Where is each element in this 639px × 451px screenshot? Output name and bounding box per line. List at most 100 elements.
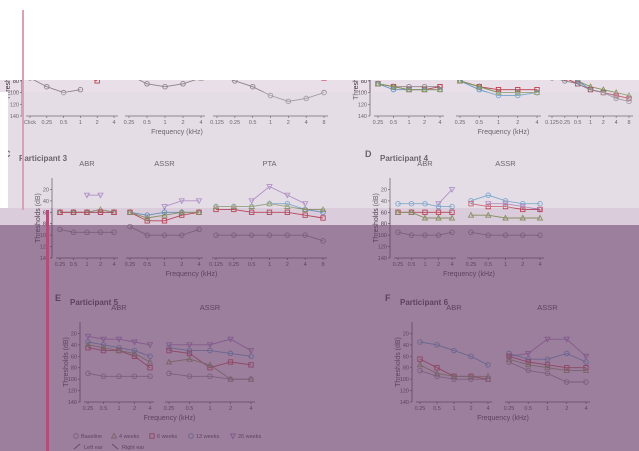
panel-f-assr-w26-point [582, 353, 590, 360]
panel-b-assr-xtick-label: 1 [497, 120, 500, 126]
panel-a-ytick-label: 120 [10, 102, 19, 108]
panel-e-ytick-label: 60 [71, 354, 77, 360]
panel-b-pta-w4-point [600, 86, 607, 93]
panel-c-pta-w4-point [319, 205, 327, 212]
panel-a-abr-xtick-label: 4 [112, 120, 115, 126]
panel-b-pta-baseline-point [600, 89, 607, 96]
panel-a-assr-title: ASSR [155, 15, 176, 24]
panel-a-abr-xtick-label: Click [24, 120, 36, 126]
panel-c-abr-xtick-label: 1 [85, 262, 88, 268]
panel-c-pta-w6-point [249, 209, 255, 215]
panel-a-abr-w4-line [29, 59, 98, 76]
panel-c-assr-w4-point [178, 208, 186, 215]
panel-e-abr-xtick-label: 0.25 [83, 406, 94, 412]
panel-b-assr-w4-point [495, 89, 502, 96]
panel-b-abr-xtick-label: 2 [423, 120, 426, 126]
panel-e-xlabel: Frequency (kHz) [144, 415, 196, 422]
panel-d-assr-xtick-label: 2 [521, 262, 524, 268]
panel-f-ytick-label: 20 [403, 331, 409, 337]
panel-d-assr-w6-point [468, 201, 474, 207]
panel-e-assr-w26-point [247, 348, 255, 355]
panel-c-assr-xtick-label: 0.25 [125, 262, 136, 268]
panel-b-ytick-label: 60 [361, 67, 367, 73]
panel-d-assr-w4-point [467, 211, 475, 218]
panel-a-pta-xtick-label: 8 [322, 120, 325, 126]
panel-c-assr-xtick-label: 2 [180, 262, 183, 268]
panel-a-pta-baseline-point [303, 95, 309, 102]
panel-d-ytick-label: 20 [381, 187, 387, 193]
panel-f-assr-xtick-label: 1 [546, 406, 549, 412]
panel-d-abr-w26-point [435, 201, 442, 208]
panel-b-pta-w6-point [626, 95, 632, 102]
legend-w26-marker [229, 433, 237, 440]
panel-b-abr-w4-point [374, 80, 382, 87]
panel-f-ytick-label: 120 [400, 389, 409, 395]
panel-d-abr-w13-point [422, 200, 428, 207]
panel-d-ytick-label: 120 [378, 245, 387, 251]
panel-c-pta-w4-point [248, 203, 255, 210]
legend-right-ear-marker [111, 443, 119, 450]
panel-b-title: Participant 2 [357, 10, 406, 19]
panel-c-assr-xtick-label: 1 [163, 262, 166, 268]
panel-b-xlabel: Frequency (kHz) [478, 129, 530, 136]
panel-b-abr-w4-point [421, 86, 428, 93]
panel-d-abr-xtick-label: 0.5 [408, 262, 416, 268]
panel-b-pta-w6-point [613, 92, 619, 99]
panel-a-pta-baseline-point [285, 98, 292, 105]
legend-w26-label: 26 weeks [238, 434, 261, 440]
panel-c-abr-w4-point [97, 205, 104, 212]
panel-e-ytick-label: 140 [68, 400, 77, 406]
legend-left-ear-marker [73, 443, 81, 450]
panel-c-pta-w6-point [284, 209, 290, 215]
panel-d-letter: D [365, 149, 372, 159]
panel-c-abr-xtick-label: 2 [99, 262, 102, 268]
panel-c-abr-w6-point [70, 209, 77, 215]
panel-d-abr-w13-line [398, 203, 452, 208]
panel-a-assr-xtick-label: 2 [181, 120, 184, 126]
panel-b-assr-w6-point [495, 86, 502, 93]
panel-c-letter: C [4, 149, 11, 159]
panel-d-xlabel: Frequency (kHz) [443, 271, 495, 278]
panel-c-abr-w26-point [97, 192, 104, 199]
panel-c-pta-w26-point [284, 192, 291, 199]
panel-c-pta-w13-point [284, 200, 291, 207]
panel-b-abr-baseline-point [406, 83, 412, 90]
panel-b-ytick-label: 120 [358, 102, 367, 108]
panel-b-assr-w13-point [495, 92, 502, 99]
panel-c-pta-xtick-label: 2 [286, 262, 289, 268]
panel-b-assr-w6-line [459, 80, 537, 91]
panel-c-pta-w6-point [266, 209, 273, 215]
panel-c-assr-w6-point [179, 212, 185, 218]
panel-a-assr-baseline-point [180, 81, 186, 87]
panel-f-assr-xtick-label: 0.25 [504, 406, 515, 412]
panel-d-assr-w4-point [536, 214, 544, 221]
panel-d-ylabel: Thresholds (dB) [373, 193, 380, 243]
panel-b-abr-w4-point [390, 83, 397, 90]
panel-b-ytick-label: 40 [361, 55, 367, 61]
panel-c-assr-w4-line [129, 211, 199, 219]
panel-b-assr-w6-point [534, 86, 540, 93]
panel-d-assr-w13-line [470, 194, 540, 205]
panel-b-pta-baseline-point [626, 98, 632, 105]
panel-d-abr-w13-point [435, 203, 442, 210]
panel-d-assr-xtick-label: 1 [504, 262, 507, 268]
panel-f-abr-title: ABR [446, 303, 462, 312]
panel-c-pta-xtick-label: 0.25 [228, 262, 239, 268]
panel-b-assr-xtick-label: 0.5 [475, 120, 483, 126]
panel-a-pta-baseline-point [249, 83, 256, 90]
panel-e-ytick-label: 40 [71, 343, 77, 349]
panel-b-abr-xtick-label: 1 [407, 120, 410, 126]
panel-c-pta-xtick-label: 0.125 [209, 262, 223, 268]
panel-c-pta-xtick-label: 0.5 [248, 262, 256, 268]
panel-f-title: Participant 6 [400, 298, 449, 307]
panel-b-pta-xtick-label: 8 [627, 120, 630, 126]
panel-c-pta-w4-line [216, 203, 323, 210]
panel-c-abr-xtick-label: 4 [112, 262, 115, 268]
panel-d-abr-w26-point [448, 186, 456, 193]
panel-a-pta-w4-point [320, 65, 328, 72]
panel-c-ytick-label: 60 [43, 210, 49, 216]
panel-a-ytick-label: 60 [13, 67, 19, 73]
panel-b-abr-w4-line [377, 83, 440, 91]
panel-d-assr-w13-point [468, 198, 474, 204]
panel-d-assr-title: ASSR [495, 159, 516, 168]
